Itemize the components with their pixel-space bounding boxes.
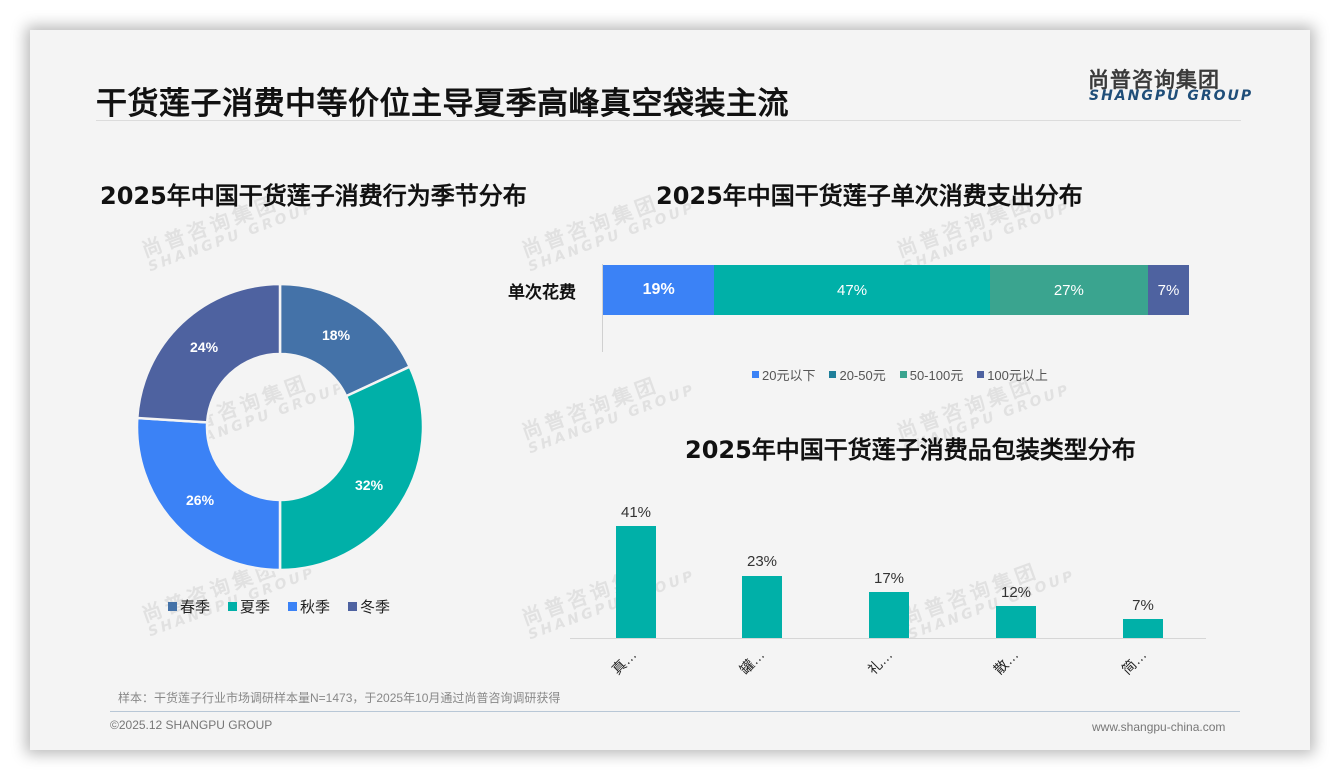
donut-slice-spring — [278, 282, 412, 398]
column-value-label: 41% — [620, 504, 652, 521]
donut-slice-summer — [278, 365, 425, 572]
x-tick-label: 真… — [608, 646, 640, 678]
title-divider — [96, 120, 1241, 121]
legend-swatch — [168, 602, 177, 611]
column-bar — [742, 576, 782, 638]
x-tick-label: 简… — [1118, 646, 1150, 678]
column-bar — [1123, 619, 1163, 638]
copyright-text: ©2025.12 SHANGPU GROUP — [110, 718, 273, 732]
slide: 尚普咨询集团 SHANGPU GROUP 尚普咨询集团 SHANGPU GROUP … — [30, 30, 1310, 750]
donut-label-winter: 24% — [190, 339, 219, 355]
donut-slice-winter — [135, 282, 282, 424]
donut-chart-title: 2025年中国干货莲子消费行为季节分布 — [100, 182, 527, 210]
legend-item-autumn: 秋季 — [288, 596, 330, 617]
legend-item-summer: 夏季 — [228, 596, 270, 617]
column-value-label: 12% — [1000, 584, 1032, 601]
stacked-bar-title: 2025年中国干货莲子单次消费支出分布 — [656, 182, 1083, 210]
legend-item-spring: 春季 — [168, 596, 210, 617]
legend-swatch — [348, 602, 358, 611]
column-chart-title: 2025年中国干货莲子消费品包装类型分布 — [685, 436, 1136, 464]
column-bar — [869, 592, 909, 638]
column-bar — [996, 606, 1036, 638]
segment-over-100: 7% — [1147, 265, 1189, 315]
legend-item-20-50: 20-50元 — [829, 365, 886, 384]
legend-swatch — [288, 602, 298, 611]
donut-label-autumn: 26% — [186, 492, 215, 508]
legend-item-winter: 冬季 — [348, 596, 390, 617]
legend-swatch — [829, 371, 837, 378]
stacked-bar-axis — [602, 264, 603, 352]
legend-swatch — [977, 371, 985, 378]
season-donut-chart: 18% 32% 26% 24% — [135, 282, 425, 572]
page-title: 干货莲子消费中等价位主导夏季高峰真空袋装主流 — [96, 86, 789, 122]
legend-item-50-100: 50-100元 — [899, 365, 963, 384]
sample-footnote: 样本：干货莲子行业市场调研样本量N=1473，于2025年10月通过尚普咨询调研… — [118, 691, 561, 705]
donut-label-summer: 32% — [355, 477, 384, 493]
column-bar — [616, 526, 656, 638]
stacked-bar-legend: 20元以下 20-50元 50-100元 100元以上 — [752, 365, 1048, 384]
footer-divider — [110, 711, 1240, 712]
x-axis-line — [570, 638, 1206, 639]
donut-label-spring: 18% — [322, 327, 351, 343]
column-value-label: 17% — [873, 570, 905, 587]
logo-text-cn: 尚普咨询集团 — [1088, 68, 1220, 92]
website-link[interactable]: www.shangpu-china.com — [1092, 720, 1226, 734]
x-tick-label: 礼… — [864, 646, 896, 678]
segment-under-20: 19% — [603, 265, 715, 315]
legend-swatch — [899, 371, 907, 378]
column-value-label: 7% — [1132, 597, 1154, 614]
column-value-label: 23% — [746, 553, 778, 570]
donut-legend: 春季 夏季 秋季 冬季 — [168, 596, 390, 617]
donut-svg — [135, 282, 425, 572]
segment-20-50: 47% — [714, 265, 990, 315]
stacked-bar-category: 单次花费 — [508, 283, 576, 303]
legend-item-under-20: 20元以下 — [752, 365, 815, 384]
donut-slice-autumn — [135, 416, 282, 572]
packaging-column-chart: 41% 真… 23% 罐… 17% 礼… 12% 散… 7% 简… — [570, 450, 1210, 690]
stacked-bar: 19% 47% 27% 7% — [603, 265, 1189, 315]
segment-50-100: 27% — [989, 265, 1148, 315]
watermark: 尚普咨询集团 SHANGPU GROUP — [518, 372, 699, 458]
legend-item-over-100: 100元以上 — [977, 365, 1048, 384]
x-tick-label: 散… — [990, 646, 1022, 678]
x-tick-label: 罐… — [736, 646, 768, 678]
legend-swatch — [752, 371, 759, 378]
logo-text-en: SHANGPU GROUP — [1089, 88, 1254, 104]
legend-swatch — [228, 602, 238, 611]
